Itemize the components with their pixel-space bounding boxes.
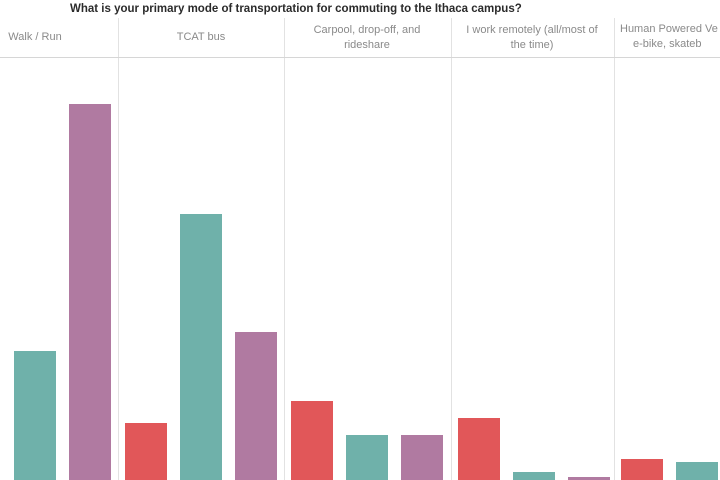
category-header-line: Carpool, drop-off, and xyxy=(313,23,421,36)
bar-red-1[interactable] xyxy=(125,423,167,480)
bar-red-3[interactable] xyxy=(458,418,500,480)
category-header-line: TCAT bus xyxy=(176,31,226,43)
bar-teal-2[interactable] xyxy=(346,435,388,480)
bar-mauve-0[interactable] xyxy=(69,104,111,480)
bar-mauve-1[interactable] xyxy=(235,332,277,480)
column-divider xyxy=(614,18,615,480)
category-header-line: e-bike, skateb xyxy=(633,38,702,50)
bar-red-2[interactable] xyxy=(291,401,333,480)
column-divider xyxy=(451,18,452,480)
category-header-line: Walk / Run xyxy=(8,31,62,43)
category-header: Carpool, drop-off, and rideshare xyxy=(284,18,450,57)
header-rule xyxy=(0,57,720,58)
category-header-line: I work remotely (all/most of xyxy=(466,23,598,36)
bar-teal-4[interactable] xyxy=(676,462,718,480)
bar-mauve-3[interactable] xyxy=(568,477,610,480)
bar-teal-0[interactable] xyxy=(14,351,56,480)
chart-title: What is your primary mode of transportat… xyxy=(70,3,522,15)
category-header-line: Human Powered Ve xyxy=(620,23,718,35)
category-header: Walk / Run xyxy=(0,18,118,57)
category-header: I work remotely (all/most of the time) xyxy=(449,18,615,57)
column-divider xyxy=(118,18,119,480)
bar-red-4[interactable] xyxy=(621,459,663,480)
category-header-line: rideshare xyxy=(344,38,390,51)
bar-teal-1[interactable] xyxy=(180,214,222,480)
bar-mauve-2[interactable] xyxy=(401,435,443,480)
category-header-line: the time) xyxy=(510,38,554,51)
bar-teal-3[interactable] xyxy=(513,472,555,480)
category-header: TCAT bus xyxy=(118,18,284,57)
column-divider xyxy=(284,18,285,480)
